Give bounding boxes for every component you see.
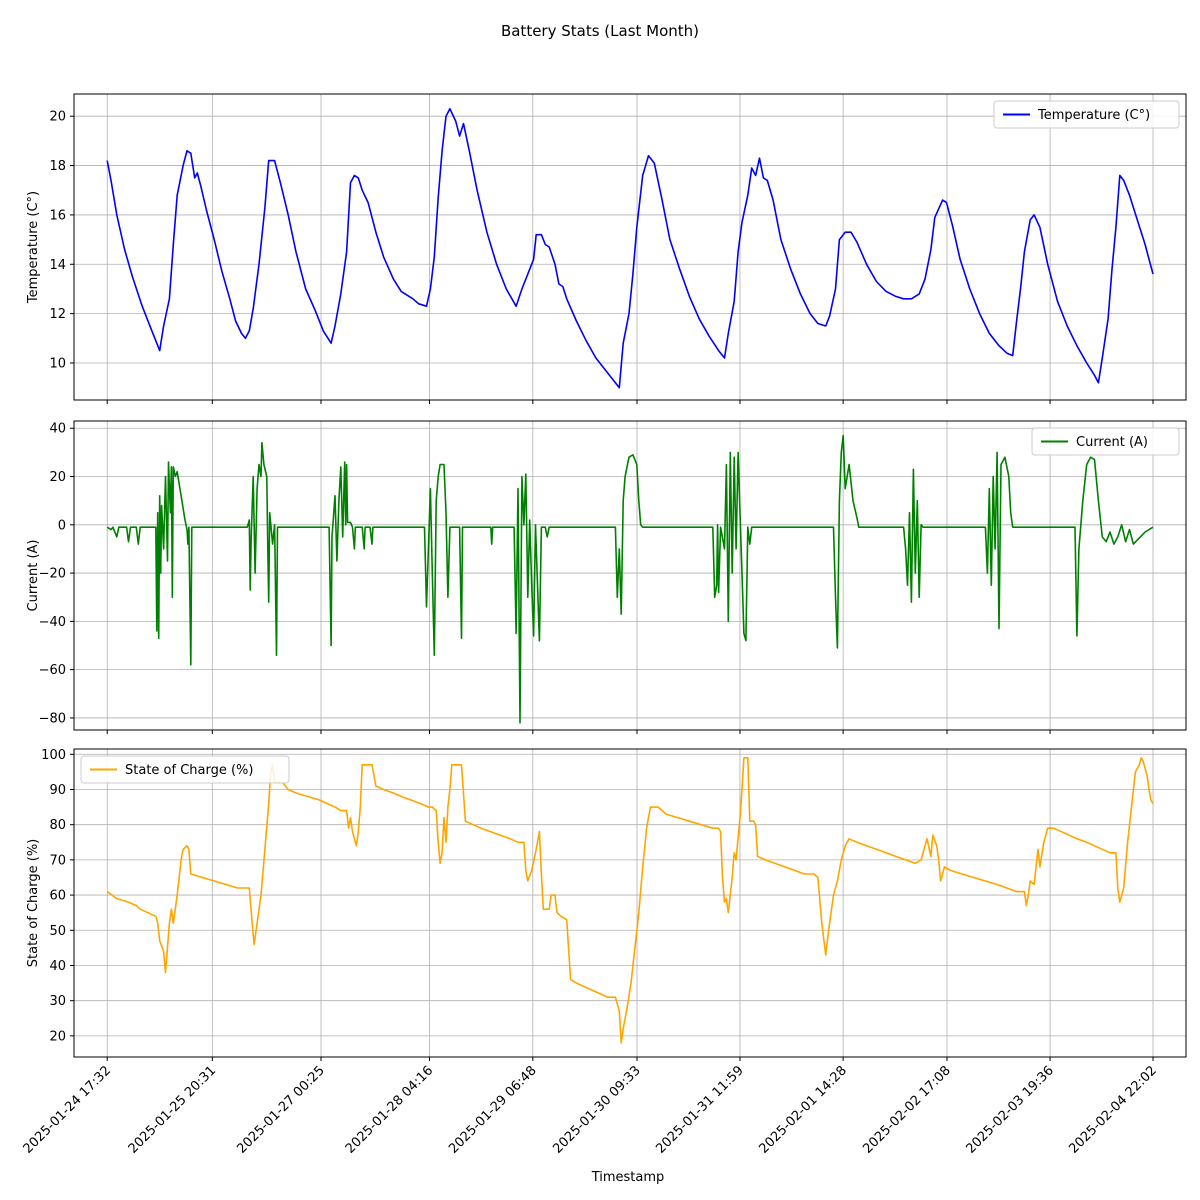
legend-box — [80, 755, 290, 784]
legend: State of Charge (%) — [80, 755, 290, 784]
x-tick-label: 2025-02-04 22:02 — [1066, 1063, 1159, 1156]
y-tick-label: −20 — [39, 567, 66, 582]
x-tick-label: 2025-01-24 17:32 — [21, 1063, 114, 1156]
x-tick-label: 2025-01-25 20:31 — [126, 1063, 219, 1156]
plot-frame — [73, 420, 1187, 731]
y-tick-label: 60 — [49, 889, 66, 904]
x-tick-label: 2025-01-27 00:25 — [234, 1063, 327, 1156]
y-tick-label: 40 — [49, 422, 66, 437]
y-axis-label: Current (A) — [26, 540, 41, 612]
x-tick-label: 2025-01-30 09:33 — [550, 1063, 643, 1156]
x-tick-label: 2025-01-29 06:48 — [446, 1063, 539, 1156]
x-tick-label: 2025-02-03 19:36 — [963, 1063, 1056, 1156]
series-line — [106, 757, 1154, 1044]
series-line — [106, 434, 1154, 724]
subplot-2: 40 20 0 −20 −40 −60 −80 Current (A) Current (A) — [26, 420, 1187, 734]
y-tick-label: 20 — [49, 110, 66, 125]
legend-label: State of Charge (%) — [125, 763, 253, 778]
y-tick-label: 100 — [41, 748, 66, 763]
legend-label: Current (A) — [1076, 435, 1148, 450]
subplot-panels: 10 12 14 16 18 20 Temperature (C°) Temperature … — [21, 93, 1187, 1157]
legend-label: Temperature (C°) — [1037, 108, 1150, 123]
y-tick-label: −80 — [39, 711, 66, 726]
legend: Temperature (C°) — [993, 100, 1180, 129]
y-tick-label: −40 — [39, 615, 66, 630]
subplot-1: 10 12 14 16 18 20 Temperature (C°) Temperature … — [26, 93, 1187, 404]
x-tick-label: 2025-02-02 17:08 — [860, 1063, 953, 1156]
legend-box — [993, 100, 1180, 129]
y-tick-label: 70 — [49, 853, 66, 868]
legend: Current (A) — [1031, 427, 1180, 456]
figure-title: Battery Stats (Last Month) — [501, 22, 699, 40]
plot-frame — [73, 748, 1187, 1058]
plot-frame — [73, 93, 1187, 401]
y-tick-label: 40 — [49, 959, 66, 974]
x-tick-label: 2025-01-31 11:59 — [653, 1063, 746, 1156]
y-tick-label: 10 — [49, 356, 66, 371]
y-tick-label: 18 — [49, 159, 66, 174]
y-tick-label: 0 — [58, 518, 66, 533]
x-tick-label: 2025-02-01 14:28 — [756, 1063, 849, 1156]
y-tick-label: 50 — [49, 924, 66, 939]
series-line — [106, 108, 1154, 389]
y-tick-label: 12 — [49, 307, 66, 322]
y-axis-label: Temperature (C°) — [26, 191, 41, 304]
y-tick-label: −60 — [39, 663, 66, 678]
y-tick-label: 90 — [49, 783, 66, 798]
y-tick-label: 14 — [49, 258, 66, 273]
y-tick-label: 80 — [49, 818, 66, 833]
y-axis-label: State of Charge (%) — [26, 839, 41, 967]
y-tick-label: 20 — [49, 470, 66, 485]
x-axis-label: Timestamp — [591, 1170, 665, 1185]
y-tick-label: 30 — [49, 994, 66, 1009]
x-tick-label: 2025-01-28 04:16 — [343, 1063, 436, 1156]
y-tick-label: 16 — [49, 208, 66, 223]
legend-box — [1031, 427, 1180, 456]
y-tick-label: 20 — [49, 1029, 66, 1044]
